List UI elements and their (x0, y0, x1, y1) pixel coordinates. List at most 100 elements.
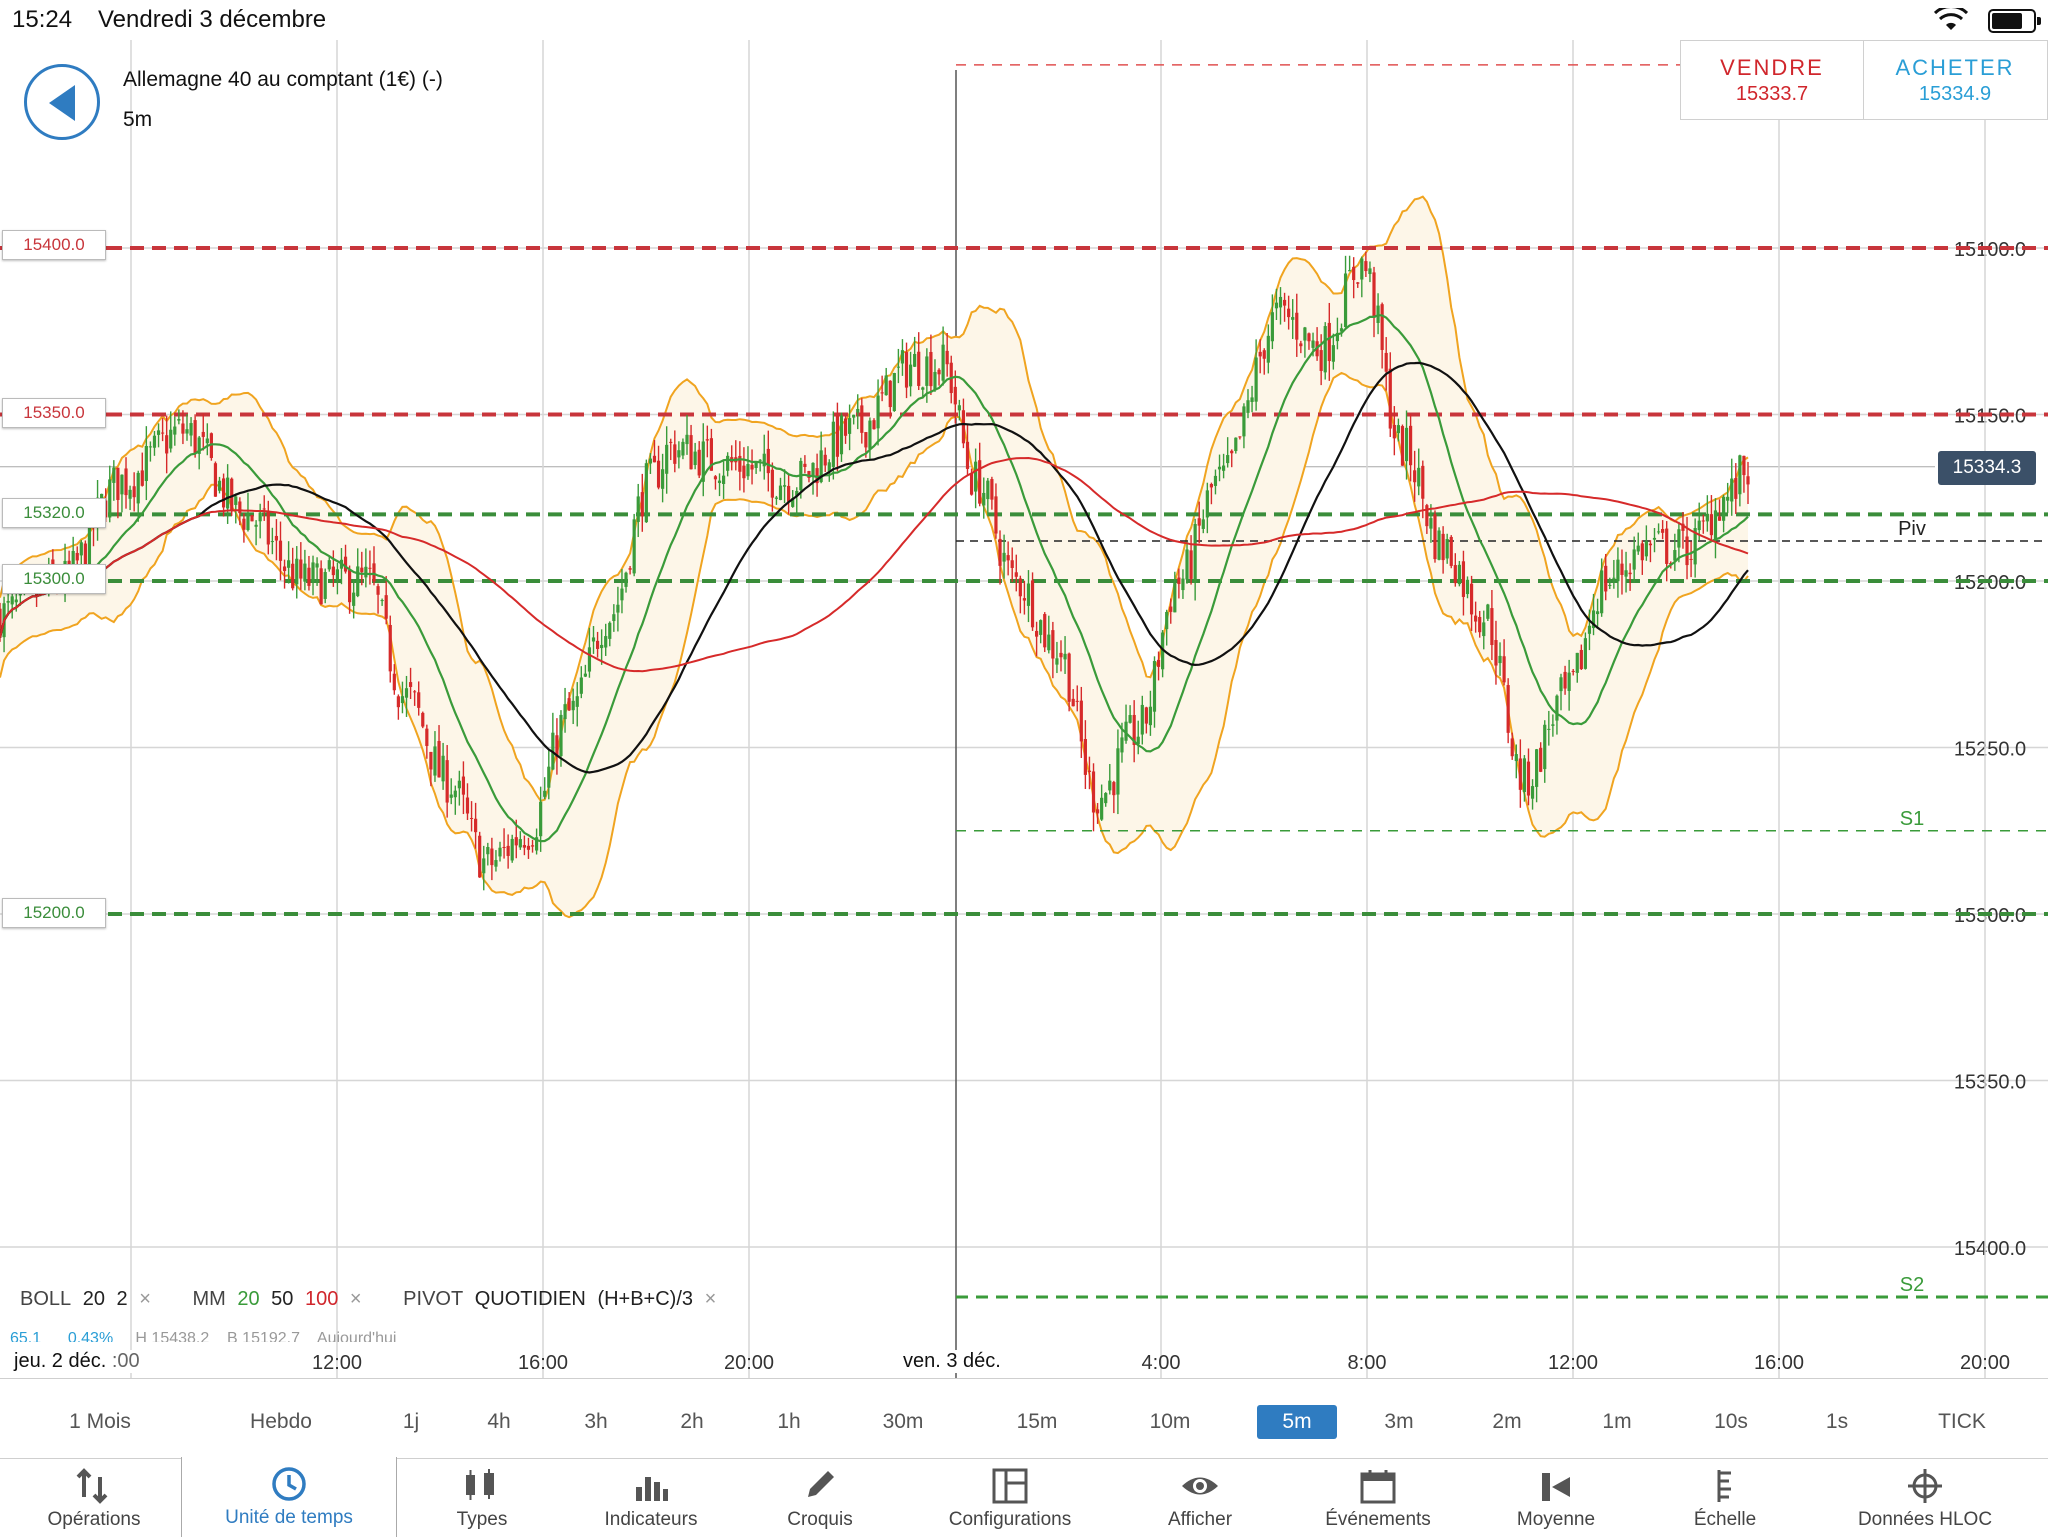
candle-body (1270, 312, 1274, 342)
candle-body (140, 470, 144, 486)
legend-boll-period: 20 (82, 1288, 105, 1310)
candle-body (770, 469, 774, 498)
candle-body (994, 496, 998, 534)
candle-body (803, 463, 807, 467)
status-time: 15:24 (12, 6, 73, 33)
tab-operations[interactable]: Opérations (4, 1459, 184, 1537)
candle-body (1417, 467, 1421, 487)
candle-body (87, 513, 92, 570)
tab-clock[interactable]: Unité de temps (181, 1457, 397, 1537)
candle-body (112, 467, 116, 483)
day-1-label: jeu. 2 déc. (14, 1350, 107, 1372)
tab-candles[interactable]: Types (392, 1459, 572, 1537)
candle-body (1079, 700, 1083, 742)
tab-eye[interactable]: Afficher (1110, 1459, 1290, 1537)
candle-body (156, 430, 161, 435)
status-bar: 15:24 Vendredi 3 décembre (0, 0, 2048, 40)
level-label-15400[interactable]: 15400.0 (2, 230, 106, 260)
tab-pencil[interactable]: Croquis (730, 1459, 910, 1537)
timeframe-1-mois[interactable]: 1 Mois (69, 1410, 131, 1433)
timeframe-3h[interactable]: 3h (584, 1410, 608, 1433)
timeframe-2m[interactable]: 2m (1492, 1410, 1522, 1433)
legend-mm-100: 100 (304, 1288, 339, 1310)
candle-body (1693, 528, 1697, 565)
remove-pivot-button[interactable]: × (704, 1288, 717, 1310)
tab-bar-chart[interactable]: Indicateurs (561, 1459, 741, 1537)
tab-layout[interactable]: Configurations (920, 1459, 1100, 1537)
candle-body (1441, 533, 1445, 561)
tab-scale[interactable]: Échelle (1635, 1459, 1815, 1537)
tab-crosshair[interactable]: Données HLOC (1835, 1459, 2015, 1537)
tab-average[interactable]: Moyenne (1466, 1459, 1646, 1537)
candle-body (335, 569, 340, 581)
buy-button[interactable]: ACHETER 15334.9 (1864, 41, 2046, 119)
timeframe-1h[interactable]: 1h (777, 1410, 801, 1433)
candle-body (356, 566, 360, 597)
candle-body (1713, 510, 1718, 541)
remove-mm-button[interactable]: × (349, 1288, 362, 1310)
y-tick-label: 15400.0 (1954, 1238, 2026, 1260)
candle-body (364, 566, 368, 578)
buy-price: 15334.9 (1918, 83, 1992, 105)
candle-body (1177, 577, 1181, 585)
candle-body (1697, 520, 1701, 531)
timeframe-bar: 1 Mois Hebdo 1j 4h 3h 2h 1h 30m 15m 10m 5m 3m 2m 1m 10… (0, 1378, 2048, 1459)
remove-boll-button[interactable]: × (139, 1288, 151, 1310)
candle-body (705, 439, 709, 441)
candle-body (843, 418, 848, 436)
candle-body (697, 449, 701, 476)
candle-body (1539, 747, 1543, 772)
candle-body (1112, 782, 1116, 796)
candle-body (543, 790, 547, 797)
timeframe-10m[interactable]: 10m (1149, 1410, 1191, 1433)
candle-body (1604, 565, 1608, 592)
candle-body (486, 847, 490, 855)
candle-body (644, 463, 648, 523)
timeframe-30m[interactable]: 30m (882, 1410, 924, 1433)
timeframe-3m[interactable]: 3m (1384, 1410, 1414, 1433)
candle-body (1075, 700, 1079, 702)
candle-body (1595, 611, 1600, 615)
candle-body (839, 415, 844, 455)
candle-body (311, 562, 315, 582)
candle-body (457, 780, 461, 789)
candle-body (896, 366, 900, 368)
candle-body (1388, 368, 1392, 429)
candle-body (555, 735, 559, 757)
timeframe-1m[interactable]: 1m (1602, 1410, 1632, 1433)
candle-body (1213, 475, 1218, 486)
level-label-15200[interactable]: 15200.0 (2, 898, 106, 928)
level-label-15350[interactable]: 15350.0 (2, 398, 106, 428)
timeframe-15m[interactable]: 15m (1016, 1410, 1058, 1433)
price-chart[interactable]: 15400.015350.015300.015250.015200.015150… (0, 40, 2048, 1378)
tab-label: Opérations (47, 1509, 141, 1530)
timeframe-1s[interactable]: 1s (1825, 1410, 1849, 1433)
timeframe-4h[interactable]: 4h (487, 1410, 511, 1433)
candle-body (1108, 780, 1112, 791)
sell-button[interactable]: VENDRE 15333.7 (1681, 41, 1864, 119)
candle-body (1640, 543, 1644, 561)
back-button[interactable] (24, 64, 100, 140)
status-date: Vendredi 3 décembre (98, 6, 327, 33)
legend-pivot-formula: (H+B+C)/3 (597, 1288, 694, 1310)
candle-body (1356, 282, 1360, 284)
candle-body (498, 847, 502, 857)
candle-body (1469, 583, 1474, 615)
timeframe-tick[interactable]: TICK (1938, 1410, 1986, 1433)
timeframe-2h[interactable]: 2h (680, 1410, 704, 1433)
candle-body (990, 479, 994, 500)
tab-calendar[interactable]: Événements (1288, 1459, 1468, 1537)
timeframe-10s[interactable]: 10s (1714, 1410, 1748, 1433)
timeframe-5m[interactable]: 5m (1257, 1405, 1337, 1439)
candle-body (372, 563, 376, 582)
timeframe-hebdo[interactable]: Hebdo (250, 1410, 312, 1433)
buy-label: ACHETER (1895, 55, 2015, 80)
level-label-15300[interactable]: 15300.0 (2, 564, 106, 594)
candle-body (1689, 558, 1693, 560)
level-label-15320[interactable]: 15320.0 (2, 498, 106, 528)
candle-body (1104, 793, 1108, 804)
candle-body (1518, 758, 1522, 790)
timeframe-1j[interactable]: 1j (402, 1410, 420, 1433)
candle-body (1242, 406, 1246, 437)
candles-icon (466, 1469, 494, 1500)
